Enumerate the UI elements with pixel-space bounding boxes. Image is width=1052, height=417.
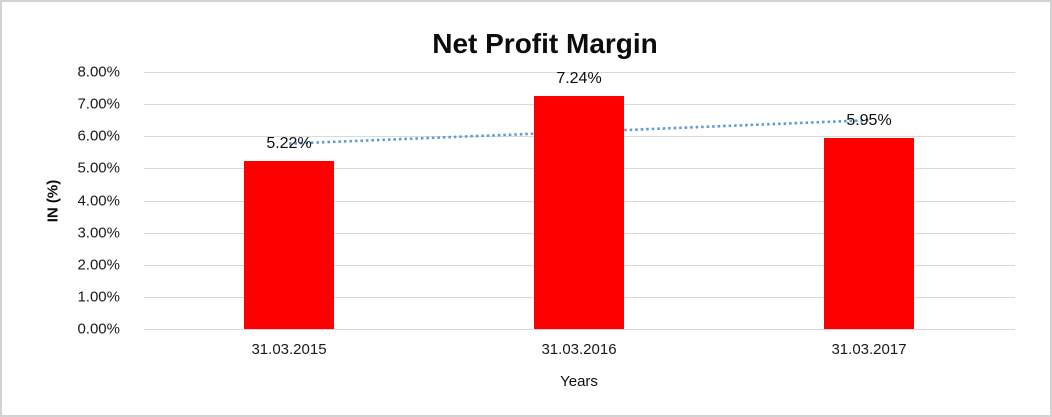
y-tick-label: 8.00% xyxy=(77,63,120,81)
category-label: 31.03.2016 xyxy=(541,341,617,358)
bar-31.03.2017 xyxy=(824,137,914,329)
bar-31.03.2016 xyxy=(534,96,624,329)
bar-value-label: 5.95% xyxy=(846,111,892,129)
y-tick-label: 2.00% xyxy=(77,256,120,274)
y-tick-label: 0.00% xyxy=(77,320,120,338)
gridline xyxy=(144,329,1015,330)
bar-31.03.2015 xyxy=(244,161,334,329)
category-label: 31.03.2017 xyxy=(831,341,907,358)
chart-title: Net Profit Margin xyxy=(432,28,658,59)
y-tick-label: 1.00% xyxy=(77,288,120,306)
y-tick-label: 4.00% xyxy=(77,192,120,209)
y-tick-label: 6.00% xyxy=(77,127,120,145)
bar-value-label: 7.24% xyxy=(556,70,602,88)
y-axis-title: IN (%) xyxy=(44,179,62,223)
bar-value-label: 5.22% xyxy=(266,135,312,153)
category-label: 31.03.2015 xyxy=(251,341,327,358)
y-tick-label: 5.00% xyxy=(77,159,120,177)
x-axis-title: Years xyxy=(560,373,598,390)
y-tick-label: 7.00% xyxy=(77,95,120,113)
gridline xyxy=(144,72,1015,73)
y-tick-label: 3.00% xyxy=(77,224,120,242)
